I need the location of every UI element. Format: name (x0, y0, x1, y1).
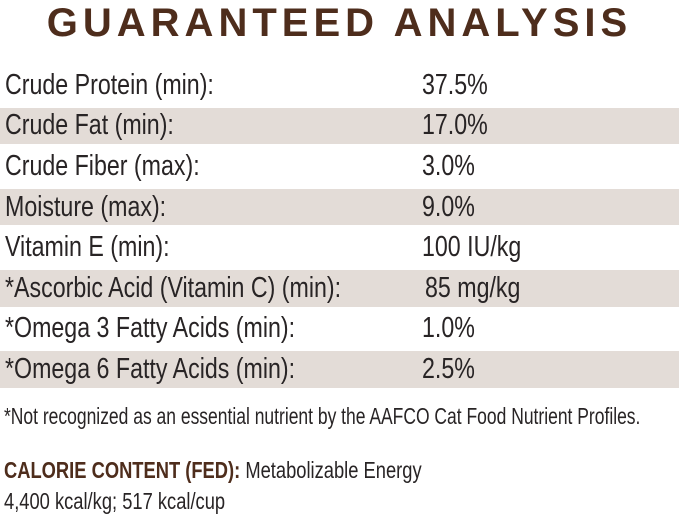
page-title: GUARANTEED ANALYSIS (0, 1, 679, 46)
nutrient-label-text: Crude Fat (min): (5, 109, 174, 142)
nutrient-value: 3.0% (422, 150, 679, 183)
nutrient-value: 1.0% (422, 312, 679, 345)
nutrient-label: Crude Fiber (max): (0, 150, 422, 183)
table-row: Crude Protein (min): 37.5% (0, 65, 679, 106)
nutrient-label-text: Crude Fiber (max): (5, 149, 200, 182)
nutrient-label: *Omega 6 Fatty Acids (min): (0, 353, 422, 386)
aafco-footnote: *Not recognized as an essential nutrient… (4, 403, 679, 430)
nutrient-label-text: *Ascorbic Acid (Vitamin C) (min): (5, 271, 342, 304)
calorie-content-line1: CALORIE CONTENT (FED): Metabolizable Ene… (4, 455, 539, 486)
nutrient-label: *Ascorbic Acid (Vitamin C) (min): (0, 272, 425, 305)
page-title-text: GUARANTEED ANALYSIS (46, 1, 633, 45)
nutrient-value-text: 100 IU/kg (422, 231, 522, 264)
nutrient-value-text: 17.0% (422, 109, 488, 142)
nutrient-value: 37.5% (422, 69, 679, 102)
table-row: *Omega 3 Fatty Acids (min): 1.0% (0, 309, 679, 350)
nutrient-value: 100 IU/kg (422, 231, 679, 264)
table-row: Crude Fiber (max): 3.0% (0, 146, 679, 187)
table-row: Crude Fat (min): 17.0% (0, 105, 679, 147)
nutrient-value: 85 mg/kg (425, 272, 679, 305)
guaranteed-analysis-table: Crude Protein (min): 37.5% Crude Fat (min)… (0, 65, 679, 390)
nutrient-label: *Omega 3 Fatty Acids (min): (0, 312, 422, 345)
table-row: *Omega 6 Fatty Acids (min): 2.5% (0, 349, 679, 390)
calorie-content-heading: CALORIE CONTENT (FED): (4, 457, 241, 483)
calorie-content-values: 4,400 kcal/kg; 517 kcal/cup (4, 488, 226, 514)
nutrient-label: Crude Fat (min): (0, 109, 422, 142)
nutrient-label-text: *Omega 3 Fatty Acids (min): (5, 312, 296, 345)
nutrient-value: 17.0% (422, 109, 679, 142)
nutrient-value-text: 3.0% (422, 149, 475, 182)
nutrient-label: Vitamin E (min): (0, 231, 422, 264)
aafco-footnote-text: *Not recognized as an essential nutrient… (4, 403, 641, 429)
calorie-content-line2: 4,400 kcal/kg; 517 kcal/cup (4, 486, 539, 517)
nutrient-value-text: 37.5% (422, 68, 488, 101)
nutrient-label-text: *Omega 6 Fatty Acids (min): (5, 352, 296, 385)
nutrient-value: 9.0% (422, 191, 679, 224)
table-row: Vitamin E (min): 100 IU/kg (0, 227, 679, 268)
nutrient-label-text: Vitamin E (min): (5, 231, 170, 264)
table-row: *Ascorbic Acid (Vitamin C) (min): 85 mg/k… (0, 267, 679, 309)
nutrient-value-text: 85 mg/kg (425, 271, 521, 304)
nutrient-value-text: 9.0% (422, 190, 475, 223)
table-row: Moisture (max): 9.0% (0, 186, 679, 228)
nutrient-label: Moisture (max): (0, 191, 422, 224)
nutrient-value-text: 2.5% (422, 352, 475, 385)
nutrient-value: 2.5% (422, 353, 679, 386)
nutrient-label-text: Moisture (max): (5, 190, 167, 223)
calorie-content-description: Metabolizable Energy (245, 457, 422, 483)
nutrient-label: Crude Protein (min): (0, 69, 422, 102)
nutrient-value-text: 1.0% (422, 312, 475, 345)
nutrient-label-text: Crude Protein (min): (5, 68, 214, 101)
calorie-content-section: CALORIE CONTENT (FED): Metabolizable Ene… (4, 455, 539, 517)
